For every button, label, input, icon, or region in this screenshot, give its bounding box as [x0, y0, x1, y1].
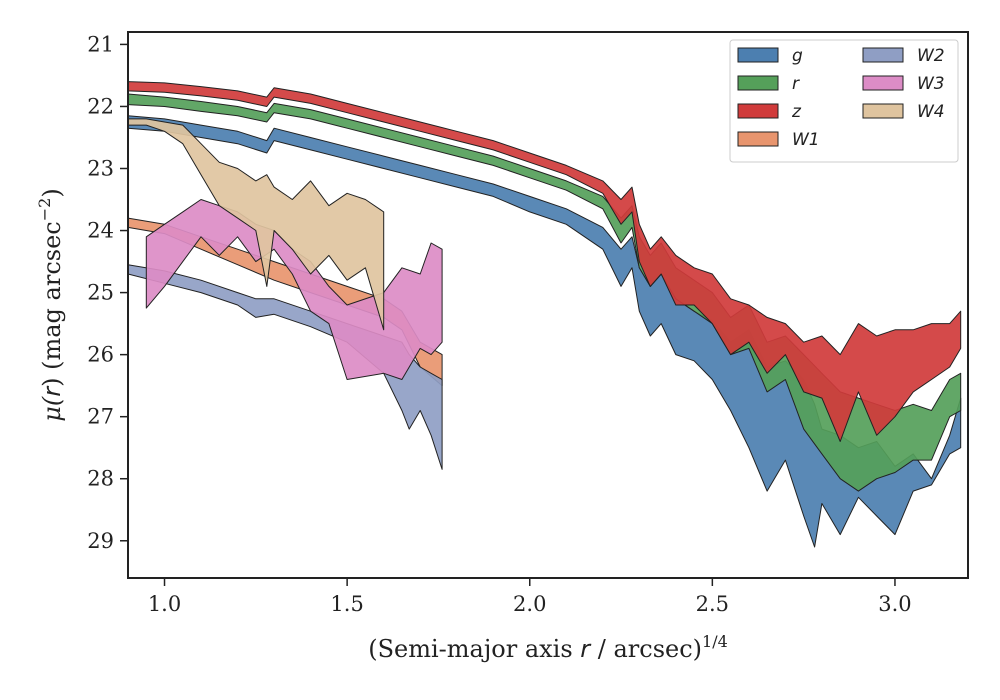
- x-tick-label: 2.5: [696, 592, 729, 616]
- y-tick-label: 21: [87, 32, 114, 56]
- x-tick-label: 2.0: [513, 592, 546, 616]
- legend-label-g: g: [792, 46, 803, 66]
- band-r: [127, 93, 962, 492]
- y-tick-label: 27: [87, 405, 114, 429]
- y-tick-label: 28: [87, 467, 114, 491]
- legend-label-w3: W3: [917, 74, 945, 94]
- legend-label-w4: W4: [917, 102, 945, 122]
- plot-frame: [127, 31, 969, 579]
- legend-swatch-z: [737, 103, 779, 119]
- band-layer: [127, 81, 962, 548]
- band-g: [127, 115, 962, 548]
- legend-label-w2: W2: [917, 46, 945, 66]
- x-tick-label: 1.5: [330, 592, 363, 616]
- band-w4: [127, 118, 385, 331]
- legend: grz W1 W2 W3 W4: [729, 39, 959, 163]
- x-tick-label: 3.0: [878, 592, 911, 616]
- y-axis-ticks: 21 22 23 24 25 26 27 28 29: [87, 32, 128, 553]
- y-axis-label: μ(r) (mag arcsec−2): [35, 188, 66, 421]
- legend-box: [729, 39, 959, 163]
- legend-swatch-g: [737, 47, 779, 63]
- legend-label-z: z: [791, 102, 802, 122]
- legend-label-w1: W1: [792, 130, 820, 150]
- legend-swatch-w3: [862, 75, 904, 91]
- y-tick-label: 25: [87, 281, 114, 305]
- y-tick-label: 22: [87, 94, 114, 118]
- x-tick-label: 1.0: [148, 592, 181, 616]
- y-tick-label: 24: [87, 219, 114, 243]
- legend-swatch-r: [737, 75, 779, 91]
- y-tick-label: 26: [87, 343, 114, 367]
- legend-swatch-w1: [737, 131, 779, 147]
- y-tick-label: 23: [87, 157, 114, 181]
- y-tick-label: 29: [87, 529, 114, 553]
- legend-label-r: r: [792, 74, 800, 94]
- legend-swatch-w2: [862, 47, 904, 63]
- x-axis-label: (Semi-major axis r / arcsec)1/4: [368, 632, 728, 663]
- band-z: [127, 81, 962, 442]
- x-axis-ticks: 1.0 1.5 2.0 2.5 3.0: [148, 578, 912, 616]
- legend-swatch-w4: [862, 103, 904, 119]
